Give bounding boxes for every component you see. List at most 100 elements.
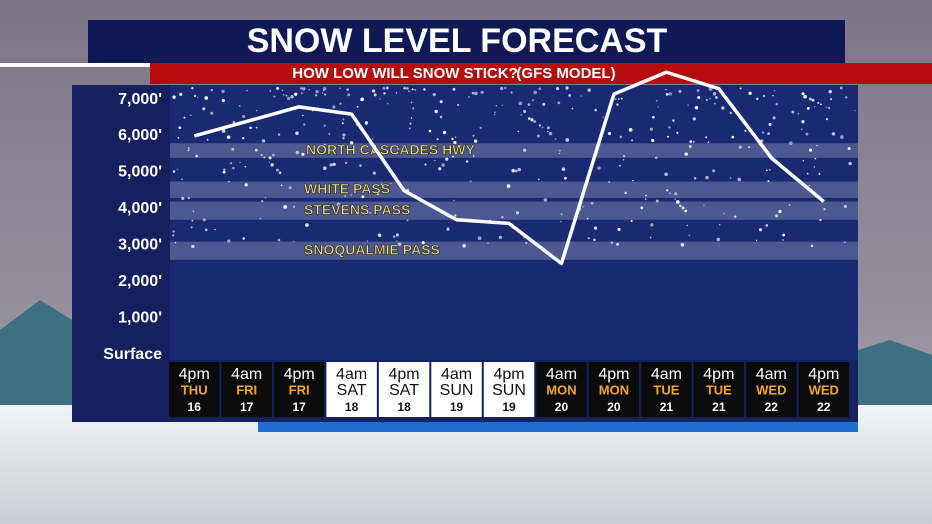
snowflake <box>361 195 365 199</box>
snowflake <box>283 205 287 209</box>
snowflake <box>390 182 392 185</box>
snowflake <box>323 124 326 127</box>
snowflake <box>453 199 455 202</box>
snowflake <box>523 148 527 152</box>
snowflake <box>179 92 183 96</box>
snowflake <box>768 122 772 126</box>
snowflake <box>499 86 504 91</box>
x-date-label: 17 <box>292 400 306 414</box>
snowflake <box>692 117 696 121</box>
snowflake <box>187 196 190 200</box>
snowflake <box>511 168 515 173</box>
x-label-cell <box>588 362 640 417</box>
snowflake <box>692 140 695 143</box>
snowflake <box>452 155 454 158</box>
x-time-label: 4pm <box>598 366 629 383</box>
snowflake <box>830 98 832 100</box>
snowflake <box>848 161 852 166</box>
snowflake <box>801 120 805 124</box>
snowflake <box>356 105 359 108</box>
snowflake <box>221 98 225 103</box>
snowflake <box>688 144 692 148</box>
snowflake <box>210 111 214 115</box>
snowflake <box>372 138 374 140</box>
snowflake <box>221 129 226 133</box>
snowflake <box>177 136 180 139</box>
snowflake <box>214 229 216 231</box>
snowflake <box>457 103 460 106</box>
snowflake <box>439 100 443 104</box>
snowflake <box>668 126 671 129</box>
snowflake <box>469 180 472 183</box>
snowflake <box>687 104 689 106</box>
snowflake <box>597 166 601 170</box>
snowflake <box>187 147 190 149</box>
snowflake <box>379 98 381 100</box>
snowflake <box>778 209 782 214</box>
snowflake <box>187 149 190 152</box>
snowflake <box>202 218 206 222</box>
snowflake <box>559 149 561 152</box>
snowflake <box>344 161 348 165</box>
x-time-label: 4pm <box>703 366 734 383</box>
snowflake <box>587 237 590 240</box>
pass-band <box>170 181 858 198</box>
snowflake <box>622 159 625 161</box>
subtitle: HOW LOW WILL SNOW STICK? <box>292 65 518 82</box>
snowflake <box>684 209 688 213</box>
snowflake <box>302 87 306 91</box>
snowflake <box>622 154 626 158</box>
x-label-cell <box>483 362 535 417</box>
x-day-label: TUE <box>653 382 679 397</box>
snowflake <box>632 179 634 182</box>
snowflake <box>797 112 800 115</box>
snowflake <box>269 90 272 92</box>
snowflake <box>586 217 589 220</box>
snowflake <box>302 114 304 117</box>
snowflake <box>571 107 574 110</box>
snowflake <box>788 204 791 206</box>
mountain <box>0 300 72 420</box>
snowflake <box>255 109 258 112</box>
snowflake <box>442 130 447 135</box>
y-tick-label: Surface <box>103 346 162 363</box>
snowflake <box>723 212 725 215</box>
snowflake <box>260 153 263 157</box>
pass-label: SNOQUALMIE PASS <box>304 241 440 257</box>
snowflake <box>808 184 810 187</box>
snowflake <box>360 97 364 102</box>
snowflake <box>277 238 281 242</box>
snowflake <box>705 175 709 180</box>
snowflake <box>582 206 584 208</box>
x-label-cell <box>273 362 325 417</box>
accent-bar <box>258 422 858 432</box>
snowflake <box>706 99 708 101</box>
snowflake <box>825 118 829 121</box>
snowflake <box>737 177 742 182</box>
snowflake <box>300 92 303 95</box>
snowflake <box>715 96 718 99</box>
snowflake <box>593 226 598 230</box>
x-day-label: SUN <box>492 382 526 399</box>
snowflake <box>772 94 774 97</box>
x-date-label: 21 <box>660 400 674 414</box>
snowflake <box>541 126 544 129</box>
snowflake <box>276 86 280 90</box>
snowflake <box>820 103 822 106</box>
snowflake <box>229 162 233 165</box>
snowflake <box>342 133 346 137</box>
snowflake <box>493 113 496 116</box>
snowflake <box>758 228 763 232</box>
x-time-label: 4am <box>546 366 577 383</box>
snowflake <box>649 127 653 131</box>
snowflake <box>665 93 669 96</box>
snowflake <box>565 86 569 90</box>
accent-line <box>0 63 150 67</box>
snowflake <box>395 233 399 237</box>
snowflake <box>765 169 768 172</box>
x-day-label: MON <box>599 382 629 397</box>
snowflake <box>620 97 623 100</box>
y-tick-label: 1,000' <box>118 309 162 326</box>
x-date-label: 18 <box>345 400 359 414</box>
x-date-label: 18 <box>397 400 411 414</box>
